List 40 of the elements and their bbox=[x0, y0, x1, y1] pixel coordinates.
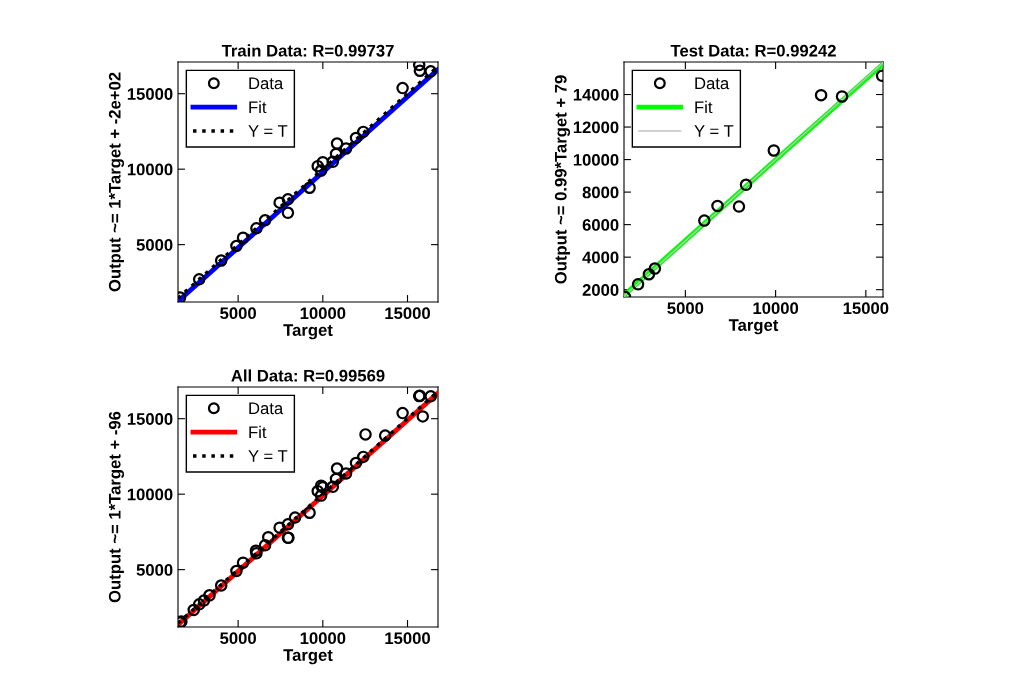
legend-label: Y = T bbox=[248, 125, 288, 137]
x-tick-label: 10000 bbox=[753, 302, 799, 315]
legend-label: Fit bbox=[249, 425, 267, 439]
legend-label: Y = T bbox=[694, 125, 734, 137]
y-tick-label: 12000 bbox=[573, 121, 619, 134]
x-tick-label: 10000 bbox=[300, 307, 346, 320]
y-tick-label: 14000 bbox=[573, 88, 619, 101]
y-tick-label: 5000 bbox=[136, 239, 173, 251]
chart-title: Test Data: R=0.99242 bbox=[670, 44, 836, 57]
chart-title: Train Data: R=0.99737 bbox=[221, 44, 394, 57]
legend-label: Data bbox=[249, 402, 284, 415]
x-tick-label: 15000 bbox=[385, 632, 430, 645]
legend-label: Data bbox=[249, 77, 284, 90]
y-tick-label: 10000 bbox=[127, 163, 173, 176]
x-tick-label: 5000 bbox=[667, 302, 704, 315]
y-tick-label: 8000 bbox=[582, 186, 619, 199]
y-tick-label: 15000 bbox=[127, 88, 173, 100]
x-tick-label: 15000 bbox=[843, 302, 889, 315]
y-tick-label: 15000 bbox=[127, 413, 173, 425]
legend-label: Y = T bbox=[248, 450, 288, 462]
x-axis-title: Target bbox=[283, 649, 333, 665]
legend-label: Data bbox=[695, 77, 730, 90]
x-tick-label: 10000 bbox=[300, 632, 346, 645]
x-tick-label: 15000 bbox=[385, 307, 430, 320]
x-tick-label: 5000 bbox=[220, 307, 256, 320]
y-tick-label: 10000 bbox=[127, 488, 173, 501]
y-tick-label: 6000 bbox=[582, 219, 619, 231]
chart-title: All Data: R=0.99569 bbox=[231, 369, 385, 382]
y-axis-title: Output ~= 1*Target + -2e+02 bbox=[108, 72, 125, 292]
x-axis-title: Target bbox=[283, 324, 333, 340]
x-axis-title: Target bbox=[728, 319, 779, 335]
x-tick-label: 5000 bbox=[220, 632, 256, 645]
y-axis-title: Output ~= 0.99*Target + 79 bbox=[554, 75, 571, 284]
y-tick-label: 4000 bbox=[582, 251, 619, 264]
y-tick-label: 10000 bbox=[573, 153, 619, 166]
legend-label: Fit bbox=[695, 100, 713, 114]
y-tick-label: 5000 bbox=[136, 564, 173, 576]
y-axis-title: Output ~= 1*Target + -96 bbox=[108, 411, 125, 603]
y-tick-label: 2000 bbox=[582, 284, 619, 296]
legend-label: Fit bbox=[249, 100, 267, 114]
